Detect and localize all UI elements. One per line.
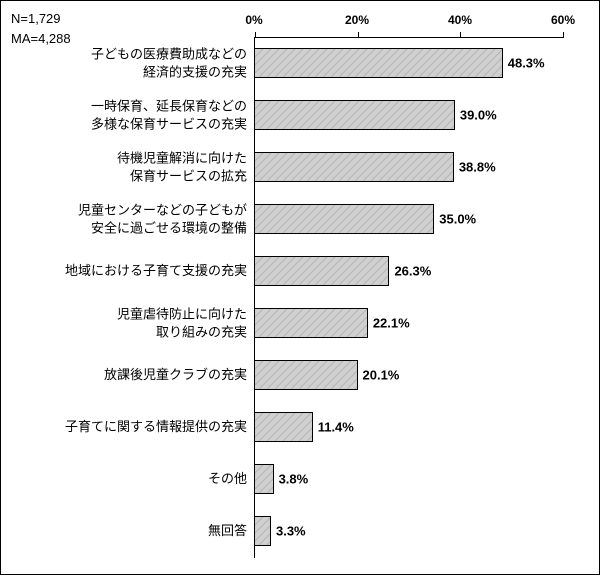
axis-tick-mark	[563, 32, 564, 38]
bar: 35.0%	[254, 204, 434, 234]
bar: 22.1%	[254, 308, 368, 338]
row-label: その他	[1, 470, 249, 488]
chart-rows: 子どもの医療費助成などの 経済的支援の充実48.3%一時保育、延長保育などの 多…	[1, 37, 563, 558]
chart-row: 子育てに関する情報提供の充実 11.4%	[1, 401, 563, 453]
chart-row: その他 3.8%	[1, 453, 563, 505]
bar-value-label: 11.4%	[318, 420, 354, 435]
bar-value-label: 20.1%	[363, 368, 400, 383]
row-label: 放課後児童クラブの充実	[1, 366, 249, 384]
bar-value-label: 22.1%	[373, 316, 410, 331]
chart-row: 待機児童解消に向けた 保育サービスの拡充38.8%	[1, 141, 563, 193]
chart-row: 子どもの医療費助成などの 経済的支援の充実48.3%	[1, 37, 563, 89]
chart-row: 児童センターなどの子どもが 安全に過ごせる環境の整備35.0%	[1, 193, 563, 245]
bar-wrap: 3.8%	[254, 464, 563, 494]
bar: 3.3%	[254, 516, 271, 546]
bar-value-label: 39.0%	[460, 108, 497, 123]
bar-wrap: 39.0%	[254, 100, 563, 130]
bar-wrap: 11.4%	[254, 412, 563, 442]
chart-row: 児童虐待防止に向けた 取り組みの充実22.1%	[1, 297, 563, 349]
axis-tick-label: 0%	[245, 13, 262, 27]
bar-value-label: 3.3%	[276, 524, 306, 539]
row-label: 児童虐待防止に向けた 取り組みの充実	[1, 305, 249, 340]
chart-row: 放課後児童クラブの充実 20.1%	[1, 349, 563, 401]
axis-tick-label: 60%	[551, 13, 575, 27]
bar-value-label: 26.3%	[394, 264, 431, 279]
bar: 39.0%	[254, 100, 455, 130]
bar-value-label: 38.8%	[459, 160, 496, 175]
bar-value-label: 3.8%	[279, 472, 309, 487]
bar-wrap: 3.3%	[254, 516, 563, 546]
bar: 38.8%	[254, 152, 454, 182]
row-label: 児童センターなどの子どもが 安全に過ごせる環境の整備	[1, 201, 249, 236]
bar-wrap: 35.0%	[254, 204, 563, 234]
bar-wrap: 48.3%	[254, 48, 563, 78]
chart-row: 地域における子育て支援の充実 26.3%	[1, 245, 563, 297]
row-label: 子どもの医療費助成などの 経済的支援の充実	[1, 45, 249, 80]
bar: 20.1%	[254, 360, 358, 390]
row-label: 一時保育、延長保育などの 多様な保育サービスの充実	[1, 97, 249, 132]
bar-wrap: 26.3%	[254, 256, 563, 286]
row-label: 待機児童解消に向けた 保育サービスの拡充	[1, 149, 249, 184]
bar-wrap: 20.1%	[254, 360, 563, 390]
row-label: 無回答	[1, 522, 249, 540]
bar-value-label: 35.0%	[439, 212, 476, 227]
chart-row: 一時保育、延長保育などの 多様な保育サービスの充実39.0%	[1, 89, 563, 141]
row-label: 子育てに関する情報提供の充実	[1, 418, 249, 436]
bar: 3.8%	[254, 464, 274, 494]
n-value: N=1,729	[11, 9, 71, 29]
axis-tick-label: 20%	[345, 13, 369, 27]
bar-value-label: 48.3%	[508, 56, 545, 71]
bar: 11.4%	[254, 412, 313, 442]
survey-bar-chart: N=1,729 MA=4,288 0%20%40%60% 子どもの医療費助成など…	[0, 0, 600, 575]
row-label: 地域における子育て支援の充実	[1, 262, 249, 280]
bar-wrap: 22.1%	[254, 308, 563, 338]
chart-row: 無回答 3.3%	[1, 505, 563, 557]
bar-wrap: 38.8%	[254, 152, 563, 182]
axis-tick-label: 40%	[448, 13, 472, 27]
bar: 48.3%	[254, 48, 503, 78]
bar: 26.3%	[254, 256, 389, 286]
